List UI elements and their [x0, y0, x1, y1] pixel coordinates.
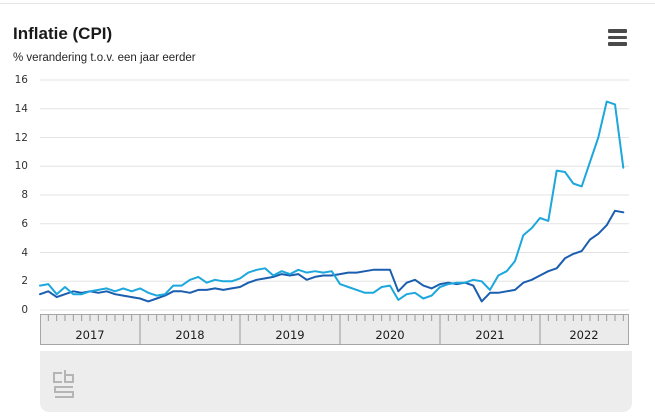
cbs-logo	[53, 370, 74, 398]
y-tick-label: 8	[21, 189, 28, 201]
chart-subtitle: % verandering t.o.v. een jaar eerder	[13, 52, 196, 64]
chart-footer	[40, 351, 632, 412]
x-year-label: 2017	[75, 328, 105, 342]
y-tick-label: 14	[14, 103, 28, 115]
menu-bar	[608, 35, 627, 40]
x-year-label: 2019	[275, 328, 305, 342]
chart-title: Inflatie (CPI)	[13, 24, 113, 43]
x-year-label: 2020	[375, 328, 405, 342]
top-divider	[0, 3, 655, 4]
x-year-label: 2021	[475, 328, 505, 342]
y-axis-tick-labels: 16 14 12 10 8 6 4 2 0	[0, 0, 28, 419]
y-tick-label: 12	[14, 132, 28, 144]
y-tick-label: 0	[21, 304, 28, 316]
x-year-label: 2018	[175, 328, 205, 342]
y-tick-label: 6	[21, 218, 28, 230]
y-tick-label: 4	[21, 247, 28, 259]
y-tick-label: 16	[14, 74, 28, 86]
menu-bar	[608, 42, 627, 46]
menu-bar	[608, 29, 627, 33]
y-tick-label: 10	[14, 160, 28, 172]
x-year-label: 2022	[569, 328, 599, 342]
hamburger-menu-icon[interactable]	[606, 28, 630, 50]
y-tick-label: 2	[21, 275, 28, 287]
